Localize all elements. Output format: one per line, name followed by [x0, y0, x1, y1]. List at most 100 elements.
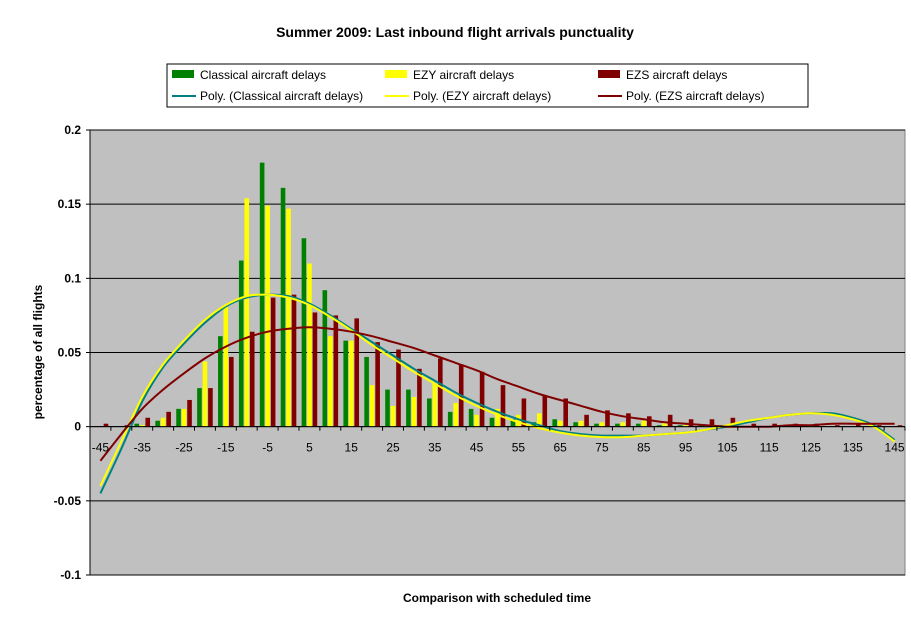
- bar: [536, 413, 542, 427]
- x-tick-label: 65: [554, 441, 568, 455]
- bar: [542, 395, 548, 427]
- bar: [307, 263, 312, 427]
- y-tick-label: 0.2: [64, 123, 81, 137]
- bar: [573, 422, 578, 427]
- bar: [521, 398, 527, 427]
- bar: [510, 419, 516, 427]
- bar: [238, 260, 244, 427]
- bar: [599, 422, 605, 427]
- bar: [145, 417, 151, 427]
- y-tick-label: 0: [74, 420, 81, 434]
- x-tick-label: 25: [386, 441, 400, 455]
- x-tick-label: -15: [217, 441, 235, 455]
- x-tick-label: -45: [92, 441, 110, 455]
- bar: [197, 388, 202, 427]
- bar: [103, 423, 109, 427]
- bar: [594, 423, 599, 427]
- x-tick-label: 45: [470, 441, 484, 455]
- bar: [364, 356, 369, 427]
- bar: [396, 349, 401, 427]
- bar: [160, 417, 166, 427]
- x-tick-label: 55: [512, 441, 526, 455]
- legend-swatch: [598, 70, 620, 78]
- bar: [474, 414, 479, 427]
- bar: [208, 388, 213, 427]
- x-tick-label: 85: [637, 441, 651, 455]
- bar: [291, 294, 297, 427]
- bar: [677, 425, 683, 427]
- bar: [688, 419, 694, 427]
- bars: [103, 162, 903, 427]
- y-tick-label: -0.05: [54, 494, 82, 508]
- bar: [468, 408, 474, 427]
- bar: [218, 336, 223, 427]
- bar: [322, 290, 328, 427]
- bar: [139, 425, 145, 427]
- bar: [730, 417, 736, 427]
- x-tick-label: 95: [679, 441, 693, 455]
- bar: [656, 425, 662, 427]
- bar: [166, 411, 171, 427]
- bar: [155, 420, 160, 427]
- bar: [662, 422, 667, 427]
- bar: [516, 414, 521, 427]
- bar: [411, 397, 417, 427]
- x-tick-label: -5: [262, 441, 273, 455]
- bar: [385, 389, 390, 427]
- bar: [286, 208, 291, 427]
- x-tick-label: 15: [345, 441, 359, 455]
- bar: [626, 413, 631, 427]
- bar: [354, 318, 360, 427]
- bar: [406, 389, 411, 427]
- legend-label: Poly. (Classical aircraft delays): [200, 89, 363, 103]
- bar: [390, 405, 396, 427]
- bar: [181, 408, 187, 427]
- bar: [202, 361, 208, 427]
- legend-label: EZS aircraft delays: [626, 68, 727, 82]
- bar: [578, 420, 584, 427]
- x-tick-label: 5: [306, 441, 313, 455]
- x-tick-label: -35: [134, 441, 152, 455]
- bar: [495, 408, 500, 427]
- bar: [557, 420, 563, 427]
- bar: [265, 205, 270, 427]
- bar: [312, 312, 318, 427]
- x-tick-label: 35: [428, 441, 442, 455]
- bar: [835, 425, 840, 427]
- bar: [280, 187, 286, 427]
- legend-box: [166, 63, 809, 108]
- bar: [489, 417, 495, 427]
- x-tick-label: 115: [760, 441, 779, 455]
- y-axis-title: percentage of all flights: [31, 284, 45, 419]
- bar: [646, 416, 652, 427]
- y-tick-label: -0.1: [60, 568, 81, 582]
- bar: [134, 423, 140, 427]
- bar: [620, 422, 626, 427]
- bar: [635, 423, 641, 427]
- legend-swatch: [172, 70, 194, 78]
- legend-label: EZY aircraft delays: [413, 68, 514, 82]
- bar: [563, 398, 568, 427]
- bar: [641, 420, 647, 427]
- bar: [751, 423, 757, 427]
- bar: [176, 408, 181, 427]
- y-tick-label: 0.15: [58, 197, 82, 211]
- bar: [187, 399, 192, 427]
- trendline: [99, 293, 896, 487]
- bar: [615, 423, 620, 427]
- bar: [343, 340, 349, 427]
- bar: [301, 238, 307, 427]
- chart-title: Summer 2009: Last inbound flight arrival…: [276, 24, 634, 40]
- x-axis: -45 -35 -25 -15 -5 5 15 25 35 45 55 65 75 85 95 105 115 1…: [89, 426, 906, 455]
- bar: [427, 398, 432, 427]
- bar: [584, 414, 589, 427]
- x-tick-label: 145: [885, 441, 905, 455]
- x-tick-label: 125: [801, 441, 821, 455]
- x-axis-title: Comparison with scheduled time: [403, 591, 591, 605]
- bar: [772, 423, 777, 427]
- bar: [500, 385, 506, 427]
- bar: [417, 368, 422, 427]
- bar: [229, 356, 234, 427]
- bar: [479, 371, 485, 427]
